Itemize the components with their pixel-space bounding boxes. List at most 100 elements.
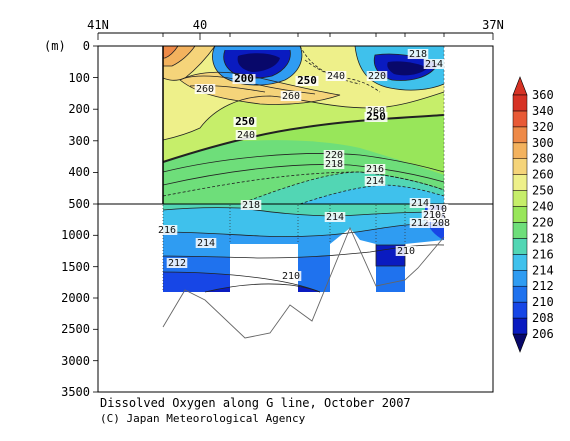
contour-line — [162, 271, 321, 293]
contour-line — [239, 171, 445, 204]
contour-label-bg — [195, 238, 217, 248]
lower-panel-field — [162, 204, 445, 339]
contour-label-bg — [364, 164, 386, 174]
colorbar-segment — [512, 158, 528, 175]
contour-line — [162, 114, 445, 163]
colorbar-tick-label: 208 — [532, 311, 554, 325]
contour-label: 216 — [158, 225, 176, 236]
colorbar-tick-label: 280 — [532, 152, 554, 166]
contour-label-bg — [423, 59, 445, 69]
contour-label: 210 — [397, 246, 415, 257]
contour-label: 260 — [367, 106, 385, 117]
contour-line — [162, 91, 445, 141]
colorbar-segment — [512, 206, 528, 223]
y-tick-400: 400 — [68, 165, 90, 179]
contour-label-bg — [166, 258, 188, 268]
contour-label-bg — [407, 49, 429, 59]
contour-label: 218 — [325, 159, 343, 170]
colorbar-tick-label: 250 — [532, 184, 554, 198]
colorbar-tick-label: 260 — [532, 168, 554, 182]
contour-label-bg — [324, 212, 346, 222]
contour-label: 212 — [411, 218, 429, 229]
contour-label-bg — [395, 246, 417, 256]
contour-line — [212, 46, 303, 86]
contour-label-bg — [232, 74, 256, 84]
field-band-218 — [163, 204, 444, 216]
y-tick-300: 300 — [68, 134, 90, 148]
chart-title: Dissolved Oxygen along G line, October 2… — [100, 396, 411, 410]
contour-label: 214 — [326, 212, 344, 223]
contour-label-bg — [233, 117, 257, 127]
contour-label: 218 — [242, 200, 260, 211]
bottom-topography — [162, 226, 445, 339]
contour-label: 210 — [423, 210, 441, 221]
colorbar-tick-label: 220 — [532, 215, 554, 229]
colorbar-tick-label: 320 — [532, 120, 554, 134]
contour-label: 250 — [235, 115, 255, 128]
contour-label: 260 — [196, 84, 214, 95]
contour-label: 220 — [325, 150, 343, 161]
contour-label-bg — [325, 71, 347, 81]
contour-label: 240 — [327, 71, 345, 82]
contour-line — [204, 283, 321, 293]
contour-label: 250 — [297, 74, 317, 87]
colorbar-segment — [512, 94, 528, 112]
y-tick-1000: 1000 — [61, 228, 90, 242]
contour-label: 216 — [366, 164, 384, 175]
colorbar-segment — [512, 317, 528, 335]
chart-credit: (C) Japan Meteorological Agency — [100, 412, 306, 425]
contour-label-bg — [409, 218, 431, 228]
contour-label: 210 — [429, 204, 447, 215]
contour-label-bg — [156, 225, 178, 235]
contour-label: 214 — [366, 176, 384, 187]
contour-line — [163, 46, 179, 59]
contour-line — [354, 46, 445, 91]
contour-label: 210 — [282, 271, 300, 282]
contour-line — [375, 244, 406, 267]
contour-label-bg — [430, 218, 452, 228]
field-band-216 — [300, 185, 444, 204]
y-tick-500: 500 — [68, 197, 90, 211]
x-tick-37n: 37N — [482, 18, 504, 32]
colorbar-segment — [512, 301, 528, 319]
contour-label-bg — [427, 204, 449, 214]
colorbar-tick-label: 240 — [532, 200, 554, 214]
colorbar-tick-label: 210 — [532, 295, 554, 309]
contour-label: 250 — [366, 110, 386, 123]
x-tick-41n: 41N — [87, 18, 109, 32]
colorbar-tick-label: 300 — [532, 136, 554, 150]
contour-label: 240 — [237, 130, 255, 141]
contour-label: 214 — [197, 238, 215, 249]
contour-line — [373, 53, 439, 81]
contour-label: 260 — [282, 91, 300, 102]
station-ticks — [162, 205, 406, 290]
contour-label: 220 — [368, 71, 386, 82]
y-tick-1500: 1500 — [61, 260, 90, 274]
contour-line — [162, 207, 445, 217]
y-tick-2500: 2500 — [61, 322, 90, 336]
y-tick-3000: 3000 — [61, 354, 90, 368]
colorbar-tick-label: 340 — [532, 104, 554, 118]
contour-line — [162, 223, 445, 238]
contour-label: 214 — [411, 198, 429, 209]
contour-label-bg — [323, 150, 345, 160]
colorbar-segment — [512, 142, 528, 159]
contour-line — [162, 46, 216, 81]
contour-label-bg — [364, 112, 388, 122]
colorbar-tick-label: 218 — [532, 231, 554, 245]
colorbar-segment — [512, 174, 528, 191]
colorbar-tick-label: 216 — [532, 247, 554, 261]
contour-label-bg — [280, 91, 302, 101]
contour-label-bg — [364, 176, 386, 186]
y-ticks-lower — [93, 234, 98, 393]
x-tick-40: 40 — [193, 18, 207, 32]
y-tick-2000: 2000 — [61, 291, 90, 305]
y-tick-200: 200 — [68, 102, 90, 116]
colorbar-tick-label: 212 — [532, 279, 554, 293]
colorbar-segment — [512, 110, 528, 128]
contour-label-bg — [366, 71, 388, 81]
contour-label-bg — [235, 130, 257, 140]
